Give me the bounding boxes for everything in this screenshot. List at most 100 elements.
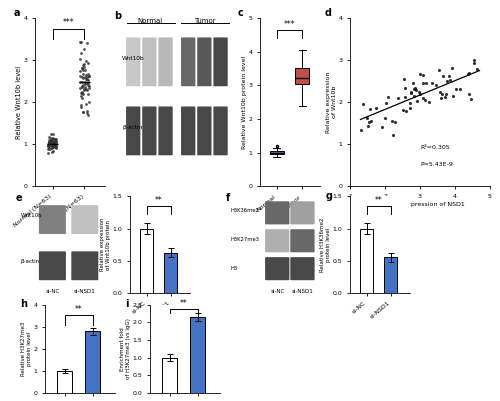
Point	[78, 62, 86, 69]
FancyBboxPatch shape	[197, 106, 212, 155]
Point	[470, 60, 478, 67]
Bar	[57, 371, 72, 393]
Point	[384, 94, 392, 101]
Point	[50, 140, 58, 146]
Point	[47, 140, 55, 146]
Point	[85, 99, 93, 105]
Bar	[85, 331, 100, 393]
FancyBboxPatch shape	[290, 229, 314, 252]
Point	[411, 85, 419, 91]
Point	[48, 142, 56, 148]
Point	[48, 140, 56, 146]
Point	[48, 144, 56, 151]
Point	[44, 145, 52, 152]
Point	[444, 73, 452, 79]
FancyBboxPatch shape	[72, 205, 99, 234]
Y-axis label: Relative Wnt10b level: Relative Wnt10b level	[16, 66, 22, 139]
Text: R²=0.305: R²=0.305	[420, 146, 450, 150]
Point	[368, 118, 376, 124]
Point	[78, 79, 86, 85]
Point	[452, 85, 460, 92]
Point	[44, 141, 52, 148]
Point	[52, 144, 60, 151]
Point	[46, 138, 54, 145]
Point	[80, 63, 88, 70]
Text: Tumor: Tumor	[194, 18, 216, 24]
Point	[468, 96, 475, 103]
Point	[80, 86, 88, 92]
Point	[83, 73, 91, 80]
Point	[419, 80, 427, 86]
Point	[48, 141, 56, 147]
Point	[44, 139, 52, 145]
Point	[438, 95, 446, 101]
Text: b: b	[114, 11, 121, 21]
Point	[46, 146, 54, 152]
Text: h: h	[20, 300, 28, 310]
Point	[48, 139, 56, 146]
FancyBboxPatch shape	[265, 257, 289, 280]
Point	[48, 136, 56, 143]
Point	[400, 93, 408, 100]
Text: H3K36me2: H3K36me2	[231, 209, 260, 213]
Point	[416, 91, 424, 97]
Bar	[140, 229, 153, 293]
FancyBboxPatch shape	[39, 205, 66, 234]
Point	[45, 143, 53, 149]
Point	[432, 82, 440, 88]
Y-axis label: Relative expression
of Wnt10b: Relative expression of Wnt10b	[326, 71, 337, 133]
Point	[84, 79, 92, 86]
Point	[420, 97, 428, 103]
Point	[448, 65, 456, 71]
Point	[391, 119, 399, 125]
Point	[78, 65, 86, 71]
Point	[80, 87, 88, 93]
Text: c: c	[237, 8, 243, 18]
Point	[84, 81, 92, 88]
Text: i: i	[126, 300, 129, 310]
Point	[400, 76, 408, 82]
FancyBboxPatch shape	[290, 257, 314, 280]
FancyBboxPatch shape	[265, 229, 289, 252]
Point	[364, 122, 372, 129]
Text: a: a	[14, 8, 20, 18]
Text: Wnt10b: Wnt10b	[122, 56, 145, 61]
Point	[394, 95, 402, 101]
Point	[50, 139, 58, 146]
Point	[44, 141, 52, 147]
Point	[82, 67, 90, 73]
Point	[360, 101, 368, 107]
Point	[78, 93, 86, 99]
Text: e: e	[16, 192, 22, 203]
Point	[456, 86, 464, 93]
Point	[44, 146, 52, 152]
FancyBboxPatch shape	[290, 201, 314, 225]
Point	[78, 71, 86, 77]
Point	[473, 66, 481, 73]
Point	[419, 72, 427, 78]
FancyBboxPatch shape	[126, 106, 140, 155]
Point	[52, 143, 60, 150]
X-axis label: Relative expression of NSD1: Relative expression of NSD1	[376, 202, 464, 207]
Point	[51, 140, 59, 146]
Point	[378, 124, 386, 130]
PathPatch shape	[295, 68, 309, 84]
Point	[84, 40, 92, 46]
Point	[80, 74, 88, 81]
Point	[80, 109, 88, 115]
Point	[415, 88, 423, 95]
Point	[372, 105, 380, 111]
Point	[442, 91, 450, 97]
Point	[78, 38, 86, 45]
Text: d: d	[325, 8, 332, 18]
Point	[406, 99, 413, 106]
Text: **: **	[74, 305, 82, 314]
FancyBboxPatch shape	[265, 201, 289, 225]
Point	[76, 90, 84, 97]
Point	[464, 70, 472, 77]
FancyBboxPatch shape	[126, 37, 140, 86]
Point	[382, 99, 390, 106]
Point	[84, 73, 92, 79]
FancyBboxPatch shape	[72, 251, 99, 280]
Y-axis label: Relative expression
of Wnt10b protein: Relative expression of Wnt10b protein	[100, 218, 111, 271]
